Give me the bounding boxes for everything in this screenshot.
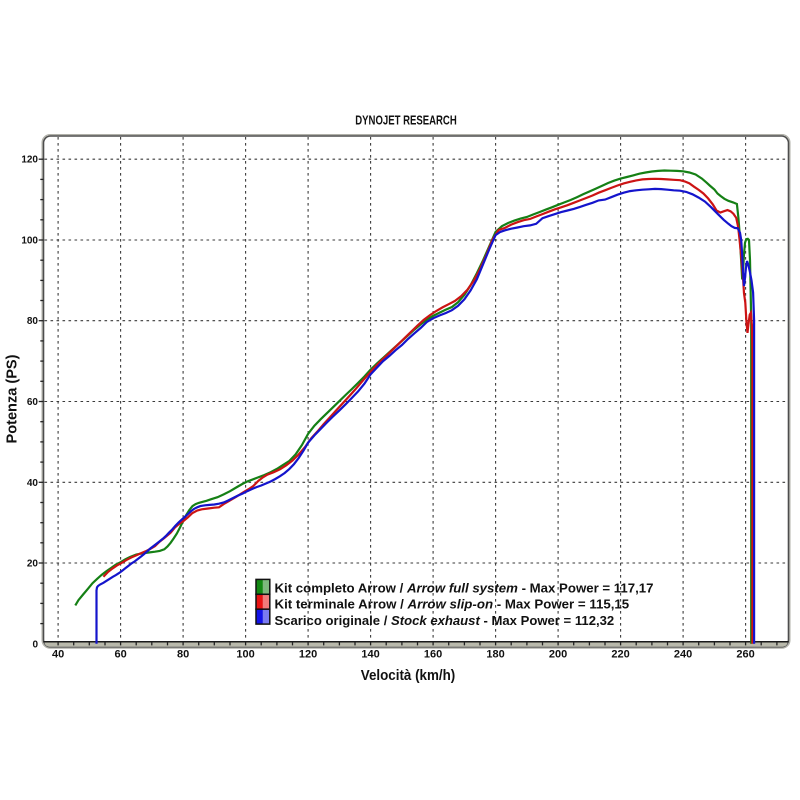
svg-text:160: 160 [424,649,442,661]
svg-text:Kit completo Arrow / Arrow ful: Kit completo Arrow / Arrow full system -… [275,580,654,595]
svg-text:60: 60 [114,649,126,661]
svg-text:120: 120 [299,649,317,661]
svg-text:100: 100 [236,649,254,661]
svg-text:40: 40 [27,478,39,489]
svg-text:220: 220 [611,649,629,661]
svg-text:Potenza (PS): Potenza (PS) [4,355,21,444]
svg-text:180: 180 [486,649,504,661]
svg-text:Velocità (km/h): Velocità (km/h) [361,667,456,684]
svg-text:100: 100 [21,236,38,247]
svg-text:80: 80 [27,316,39,327]
svg-text:Scarico originale / Stock exha: Scarico originale / Stock exhaust - Max … [275,613,615,628]
svg-text:240: 240 [674,649,692,661]
svg-text:80: 80 [177,649,189,661]
svg-text:60: 60 [27,397,39,408]
svg-text:0: 0 [32,639,38,650]
svg-text:Kit terminale Arrow / Arrow sl: Kit terminale Arrow / Arrow slip-on - Ma… [275,597,630,612]
svg-text:20: 20 [27,559,39,570]
svg-text:40: 40 [52,649,64,661]
svg-text:260: 260 [736,649,754,661]
svg-text:120: 120 [21,155,38,166]
svg-text:DYNOJET RESEARCH: DYNOJET RESEARCH [355,113,457,128]
svg-text:200: 200 [549,649,567,661]
svg-text:140: 140 [361,649,379,661]
